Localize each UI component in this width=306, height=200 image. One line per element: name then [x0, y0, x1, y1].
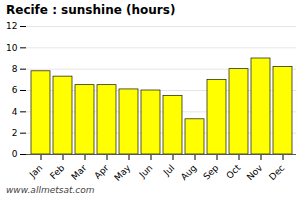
svg-text:Apr: Apr: [92, 163, 110, 181]
svg-text:Nov: Nov: [245, 162, 265, 182]
svg-text:Jan: Jan: [27, 163, 45, 181]
svg-text:Jul: Jul: [161, 163, 176, 178]
svg-text:Aug: Aug: [179, 163, 199, 183]
svg-text:6: 6: [12, 85, 18, 95]
svg-text:10: 10: [6, 43, 18, 53]
svg-text:2: 2: [12, 128, 18, 138]
svg-text:Sep: Sep: [201, 163, 220, 182]
svg-text:Dec: Dec: [267, 163, 286, 182]
svg-text:8: 8: [12, 64, 18, 74]
svg-text:12: 12: [6, 21, 17, 31]
svg-text:Oct: Oct: [224, 162, 242, 180]
svg-text:Feb: Feb: [48, 163, 67, 182]
svg-text:Jun: Jun: [137, 163, 155, 181]
svg-text:May: May: [112, 162, 133, 183]
svg-text:4: 4: [12, 107, 18, 117]
html-text:Recife : sunshine (hours): Recife : sunshine (hours): [6, 3, 176, 17]
html-text:www.allmetsat.com: www.allmetsat.com: [6, 185, 95, 195]
svg-text:Mar: Mar: [69, 162, 88, 181]
svg-text:0: 0: [12, 149, 18, 159]
